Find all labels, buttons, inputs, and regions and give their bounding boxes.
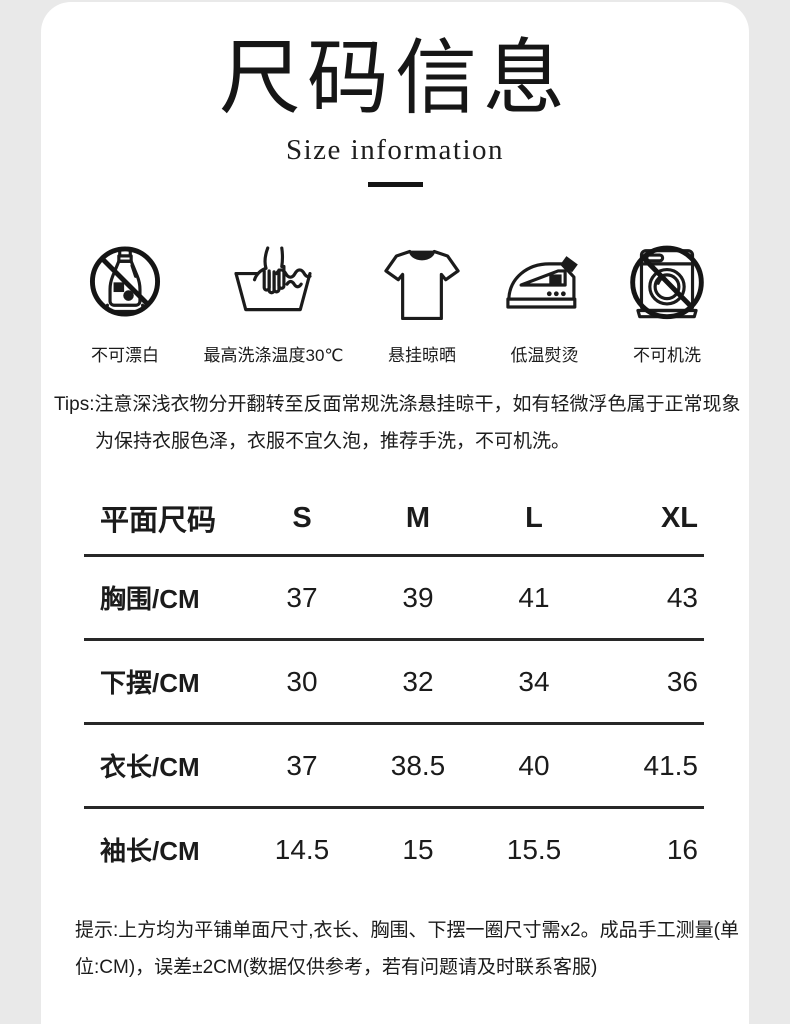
table-row-length: 衣长/CM 37 38.5 40 41.5 [84, 722, 704, 806]
no-bleach-icon [89, 246, 161, 317]
cell-value: 41.5 [643, 749, 699, 781]
size-table-header-m: M [405, 501, 431, 534]
title-underline [367, 182, 423, 188]
care-label: 不可机洗 [632, 346, 701, 366]
cell-value: 15.5 [506, 833, 562, 865]
size-table: 平面尺码 S M L XL 胸围/CM 37 39 41 43 下摆/CM 30… [84, 482, 704, 890]
cell-value: 39 [402, 581, 434, 613]
size-table-header-row: 平面尺码 S M L XL [84, 482, 704, 554]
size-table-header-label: 平面尺码 [100, 505, 217, 538]
care-item-max-wash-temp: 最高洗涤温度30℃ [203, 241, 344, 366]
washing-tips-line1: Tips:注意深浅衣物分开翻转至反面常规洗涤悬挂晾干，如有轻微浮色属于正常现象 [54, 394, 741, 416]
size-table-header-l: L [525, 501, 543, 534]
care-icons-row: 不可漂白 最高洗涤温度30℃ [81, 241, 711, 366]
washing-tips-line2: 为保持衣服色泽，衣服不宜久泡，推荐手洗，不可机洗。 [95, 431, 571, 453]
cell-value: 32 [402, 665, 434, 697]
care-item-no-bleach: 不可漂白 [81, 241, 169, 366]
cell-value: 36 [666, 665, 698, 697]
cell-value: 16 [666, 833, 698, 865]
low-temp-iron-icon [506, 256, 579, 309]
row-label: 衣长/CM [100, 752, 200, 783]
washing-tips: Tips:注意深浅衣物分开翻转至反面常规洗涤悬挂晾干，如有轻微浮色属于正常现象 … [54, 386, 741, 460]
cell-value: 43 [666, 581, 698, 613]
page-title: 尺码信息 [218, 33, 571, 124]
cell-value: 30 [286, 665, 318, 697]
care-label: 不可漂白 [91, 346, 159, 366]
table-row-chest: 胸围/CM 37 39 41 43 [84, 554, 704, 638]
no-machine-wash-icon [630, 245, 704, 320]
care-item-no-machine-wash: 不可机洗 [623, 241, 711, 366]
cell-value: 15 [402, 833, 434, 865]
measurement-note-line1: 提示:上方均为平铺单面尺寸,衣长、胸围、下摆一圈尺寸需x2。成品手工测量(单 [75, 920, 739, 942]
cell-value: 34 [518, 665, 550, 697]
care-label: 悬挂晾晒 [387, 346, 456, 366]
care-label: 最高洗涤温度30℃ [203, 346, 344, 366]
hang-dry-icon [384, 250, 460, 321]
cell-value: 37 [286, 749, 318, 781]
cell-value: 37 [286, 581, 318, 613]
table-row-hem: 下摆/CM 30 32 34 36 [84, 638, 704, 722]
cell-value: 40 [518, 749, 550, 781]
care-item-hang-dry: 悬挂晾晒 [378, 241, 466, 366]
size-table-header-xl: XL [660, 501, 698, 534]
cell-value: 38.5 [390, 749, 446, 781]
content-card: 尺码信息 Size information 不可漂白 [41, 2, 749, 1024]
row-label: 胸围/CM [100, 584, 200, 615]
size-table-header-s: S [292, 501, 312, 534]
cell-value: 41 [518, 581, 550, 613]
row-label: 下摆/CM [100, 668, 200, 699]
cell-value: 14.5 [274, 833, 330, 865]
care-item-low-temp-iron: 低温熨烫 [500, 241, 588, 366]
table-row-sleeve: 袖长/CM 14.5 15 15.5 16 [84, 806, 704, 890]
measurement-note: 提示:上方均为平铺单面尺寸,衣长、胸围、下摆一圈尺寸需x2。成品手工测量(单 位… [75, 912, 739, 986]
row-label: 袖长/CM [100, 836, 200, 867]
care-label: 低温熨烫 [510, 346, 579, 366]
max-wash-temp-30-icon [234, 246, 313, 312]
page-subtitle: Size information [285, 134, 505, 167]
measurement-note-line2: 位:CM)，误差±2CM(数据仅供参考，若有问题请及时联系客服) [75, 957, 598, 979]
